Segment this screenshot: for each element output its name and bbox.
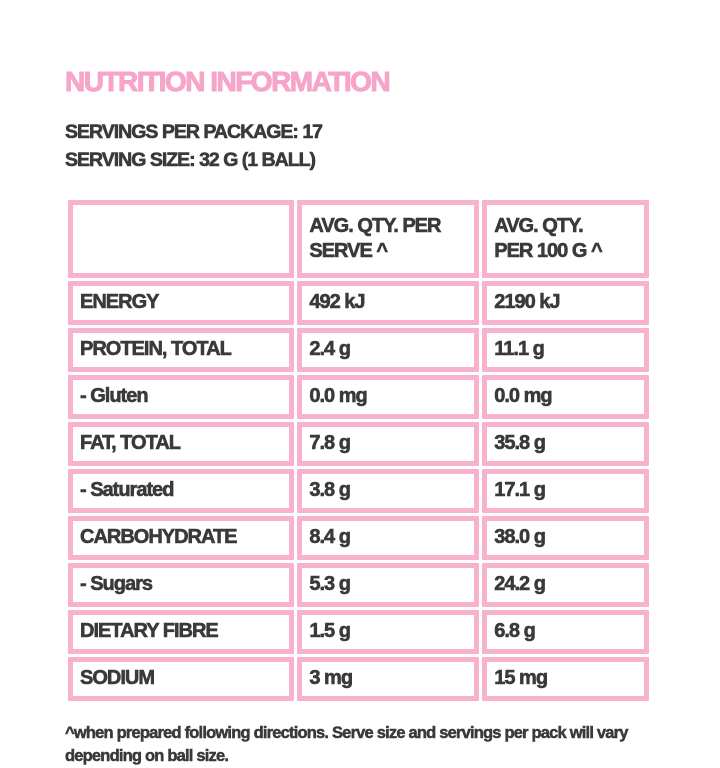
- value-per-100g: 35.8 g: [482, 421, 649, 466]
- nutrient-label: ENERGY: [68, 280, 295, 325]
- package-meta: SERVINGS PER PACKAGE: 17 SERVING SIZE: 3…: [65, 118, 655, 175]
- table-row: - Saturated 3.8 g 17.1 g: [68, 468, 649, 513]
- nutrient-label: SODIUM: [68, 656, 295, 701]
- nutrient-label: - Saturated: [68, 468, 295, 513]
- value-per-100g: 11.1 g: [482, 327, 649, 372]
- nutrient-label: - Sugars: [68, 562, 295, 607]
- value-per-serve: 3.8 g: [297, 468, 480, 513]
- table-row: FAT, TOTAL 7.8 g 35.8 g: [68, 421, 649, 466]
- value-per-100g: 15 mg: [482, 656, 649, 701]
- table-row: ENERGY 492 kJ 2190 kJ: [68, 280, 649, 325]
- serving-size: SERVING SIZE: 32 G (1 BALL): [65, 149, 317, 172]
- table-header-row: AVG. QTY. PER SERVE ^ AVG. QTY. PER 100 …: [68, 199, 649, 278]
- value-per-serve: 2.4 g: [297, 327, 480, 372]
- nutrient-label: PROTEIN, TOTAL: [68, 327, 295, 372]
- table-header-blank: [68, 199, 295, 278]
- nutrition-panel: NUTRITION INFORMATION SERVINGS PER PACKA…: [65, 66, 655, 768]
- nutrient-label: CARBOHYDRATE: [68, 515, 295, 560]
- value-per-100g: 38.0 g: [482, 515, 649, 560]
- value-per-serve: 0.0 mg: [297, 374, 480, 419]
- table-header-per-100g: AVG. QTY. PER 100 G ^: [482, 199, 649, 278]
- value-per-100g: 6.8 g: [482, 609, 649, 654]
- value-per-100g: 2190 kJ: [482, 280, 649, 325]
- footnote: ^when prepared following directions. Ser…: [65, 723, 629, 765]
- table-row: DIETARY FIBRE 1.5 g 6.8 g: [68, 609, 649, 654]
- nutrient-label: - Gluten: [68, 374, 295, 419]
- servings-per-package: SERVINGS PER PACKAGE: 17: [65, 121, 324, 144]
- value-per-serve: 3 mg: [297, 656, 480, 701]
- value-per-100g: 0.0 mg: [482, 374, 649, 419]
- value-per-serve: 1.5 g: [297, 609, 480, 654]
- value-per-serve: 492 kJ: [297, 280, 480, 325]
- nutrition-table: AVG. QTY. PER SERVE ^ AVG. QTY. PER 100 …: [65, 197, 652, 704]
- table-row: SODIUM 3 mg 15 mg: [68, 656, 649, 701]
- value-per-100g: 24.2 g: [482, 562, 649, 607]
- page-title: NUTRITION INFORMATION: [65, 66, 392, 98]
- nutrient-label: DIETARY FIBRE: [68, 609, 295, 654]
- value-per-serve: 5.3 g: [297, 562, 480, 607]
- table-row: - Sugars 5.3 g 24.2 g: [68, 562, 649, 607]
- table-row: CARBOHYDRATE 8.4 g 38.0 g: [68, 515, 649, 560]
- value-per-100g: 17.1 g: [482, 468, 649, 513]
- value-per-serve: 7.8 g: [297, 421, 480, 466]
- value-per-serve: 8.4 g: [297, 515, 480, 560]
- nutrient-label: FAT, TOTAL: [68, 421, 295, 466]
- table-row: - Gluten 0.0 mg 0.0 mg: [68, 374, 649, 419]
- table-header-per-serve: AVG. QTY. PER SERVE ^: [297, 199, 480, 278]
- table-row: PROTEIN, TOTAL 2.4 g 11.1 g: [68, 327, 649, 372]
